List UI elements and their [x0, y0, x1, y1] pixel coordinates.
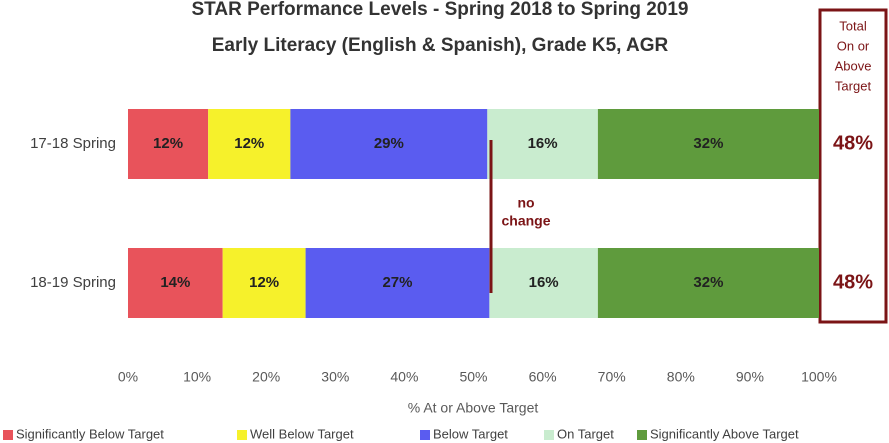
bar-segment — [208, 109, 291, 179]
data-label: 27% — [382, 274, 412, 291]
x-tick-label: 70% — [598, 369, 626, 385]
annotation: change — [501, 213, 550, 229]
bar-segment — [290, 109, 488, 179]
x-axis-label: % At or Above Target — [408, 400, 539, 416]
bar-segment — [128, 248, 223, 318]
bar-segment — [487, 109, 598, 179]
bar-segment — [597, 248, 819, 318]
x-tick-label: 100% — [801, 369, 837, 385]
x-tick-label: 80% — [667, 369, 695, 385]
legend-label: Significantly Below Target — [16, 426, 164, 441]
data-label: 29% — [374, 135, 404, 152]
total-value: 48% — [833, 271, 873, 293]
totals-header: Target — [835, 78, 872, 93]
x-tick-label: 60% — [529, 369, 557, 385]
x-tick-label: 90% — [736, 369, 764, 385]
data-label: 16% — [528, 135, 558, 152]
data-label: 16% — [529, 274, 559, 291]
x-tick-label: 40% — [390, 369, 418, 385]
chart-title: Early Literacy (English & Spanish), Grad… — [212, 35, 669, 56]
bar-segment — [489, 248, 598, 318]
y-tick-label: 18-19 Spring — [30, 274, 116, 291]
legend-swatch — [637, 430, 647, 440]
x-tick-label: 20% — [252, 369, 280, 385]
legend-swatch — [3, 430, 13, 440]
legend-swatch — [237, 430, 247, 440]
data-label: 32% — [693, 274, 723, 291]
legend-label: Below Target — [433, 426, 508, 441]
legend-label: Significantly Above Target — [650, 426, 799, 441]
data-label: 12% — [153, 135, 183, 152]
legend-swatch — [420, 430, 430, 440]
bar-segment — [222, 248, 306, 318]
totals-header: Total — [839, 18, 867, 33]
legend-swatch — [544, 430, 554, 440]
totals-header: On or — [837, 38, 870, 53]
data-label: 12% — [249, 274, 279, 291]
data-label: 14% — [160, 274, 190, 291]
totals-header: Above — [835, 58, 872, 73]
bar-segment — [305, 248, 490, 318]
annotation: no — [517, 195, 534, 211]
x-tick-label: 0% — [118, 369, 138, 385]
totals-box — [818, 8, 888, 324]
data-label: 32% — [693, 135, 723, 152]
legend-label: Well Below Target — [250, 426, 354, 441]
bar-segment — [128, 109, 209, 179]
data-label: 12% — [234, 135, 264, 152]
x-tick-label: 30% — [321, 369, 349, 385]
x-tick-label: 50% — [459, 369, 487, 385]
x-tick-label: 10% — [183, 369, 211, 385]
total-value: 48% — [833, 132, 873, 154]
bar-segment — [597, 109, 819, 179]
chart-title: STAR Performance Levels - Spring 2018 to… — [192, 0, 689, 20]
y-tick-label: 17-18 Spring — [30, 135, 116, 152]
legend-label: On Target — [557, 426, 614, 441]
